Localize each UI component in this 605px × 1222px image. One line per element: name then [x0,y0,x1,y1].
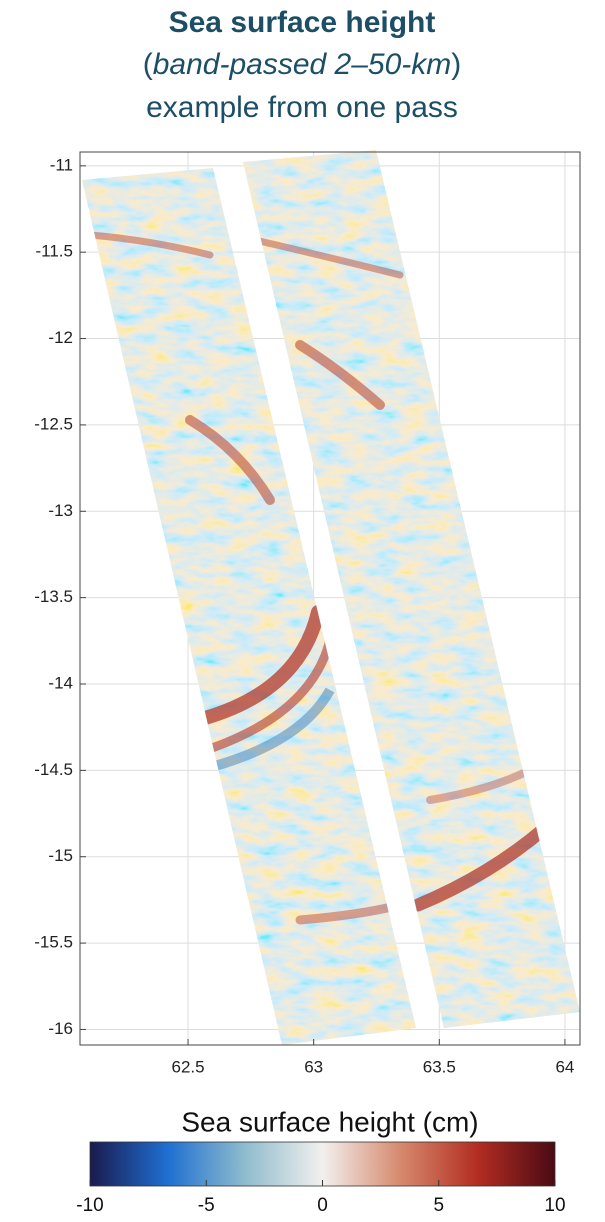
wave-fronts [251,236,552,912]
colorbar-tick-label: -10 [76,1195,103,1216]
y-tick-label: -12 [48,328,73,347]
colorbar-tick-label: -5 [198,1195,215,1216]
colorbar-tick-label: 0 [317,1195,328,1216]
x-tick-label: 64 [555,1057,574,1076]
colorbar-tick-label: 10 [544,1195,565,1216]
y-tick-label: -15 [48,846,73,865]
y-tick-label: -12.5 [34,414,73,433]
x-tick-label: 63.5 [423,1057,456,1076]
plot-frame [79,151,581,1046]
colorbar-tick-label: 5 [433,1195,444,1216]
colorbar [89,1141,556,1187]
y-tick-label: -11 [50,155,73,174]
y-tick-label: -14 [48,673,73,692]
y-tick-label: -15.5 [34,933,73,952]
y-tick-label: -14.5 [34,760,73,779]
title: Sea surface height [169,6,436,39]
subtitle-part: ( [143,48,153,81]
colorbar-label: Sea surface height (cm) [181,1106,478,1137]
x-tick-label: 62.5 [171,1057,204,1076]
y-tick-label: -13 [48,501,73,520]
subtitle-part: ) [451,48,461,81]
y-tick-label: -11.5 [36,242,74,261]
y-tick-label: -13.5 [34,587,73,606]
subtitle: (band-passed 2–50-km) [143,48,462,81]
subtitle: example from one pass [146,91,458,124]
wave-fronts [86,231,405,925]
y-tick-label: -16 [48,1019,73,1038]
subtitle-part: band-passed 2–50-km [153,48,452,81]
x-tick-label: 63 [304,1057,323,1076]
